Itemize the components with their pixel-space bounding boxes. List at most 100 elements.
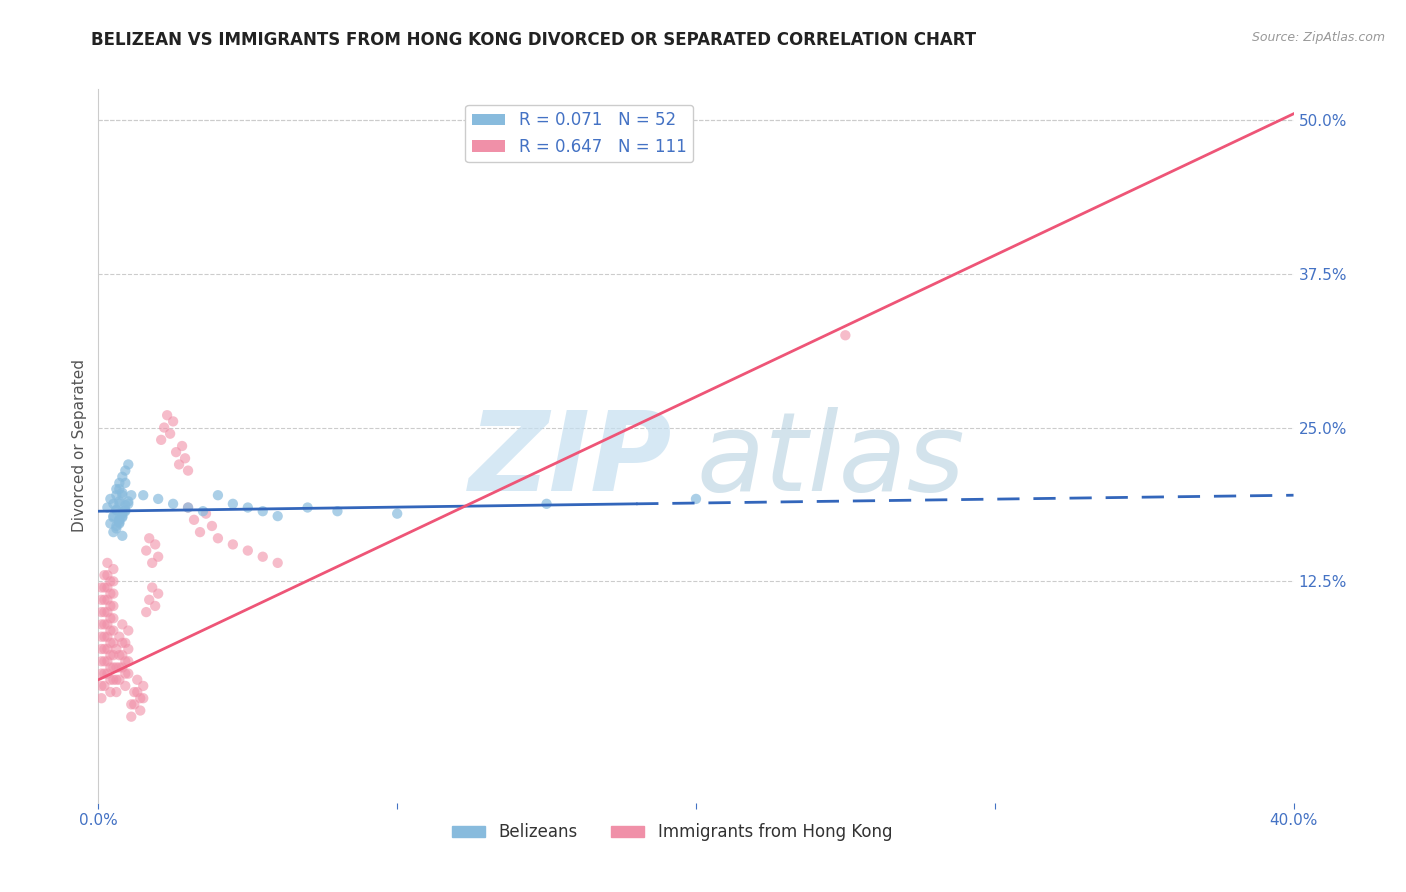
Point <box>103 599 125 613</box>
Point <box>90 642 112 657</box>
Point <box>385 507 409 521</box>
Point <box>108 475 131 490</box>
Point <box>177 464 200 478</box>
Point <box>111 636 134 650</box>
Point <box>105 482 128 496</box>
Point <box>162 497 184 511</box>
Point <box>105 642 128 657</box>
Point <box>90 605 112 619</box>
Point <box>834 328 856 343</box>
Point <box>108 482 131 496</box>
Point <box>117 494 139 508</box>
Point <box>132 679 155 693</box>
Point <box>96 617 118 632</box>
Point <box>90 630 112 644</box>
Point <box>177 500 200 515</box>
Point <box>267 556 290 570</box>
Point <box>201 519 224 533</box>
Point <box>114 498 136 512</box>
Point <box>111 469 134 483</box>
Point <box>105 488 128 502</box>
Point <box>129 691 152 706</box>
Point <box>252 549 274 564</box>
Point <box>120 488 142 502</box>
Point <box>108 630 131 644</box>
Point <box>153 420 176 434</box>
Point <box>105 521 128 535</box>
Point <box>685 491 707 506</box>
Point <box>148 587 170 601</box>
Point <box>103 648 125 662</box>
Text: ZIP: ZIP <box>468 407 672 514</box>
Point <box>127 673 149 687</box>
Point <box>207 488 229 502</box>
Point <box>114 636 136 650</box>
Point <box>103 636 125 650</box>
Point <box>108 660 131 674</box>
Point <box>111 660 134 674</box>
Point <box>108 648 131 662</box>
Point <box>172 439 194 453</box>
Point <box>138 592 160 607</box>
Point <box>114 666 136 681</box>
Point <box>236 543 259 558</box>
Point <box>222 497 245 511</box>
Point <box>98 624 122 638</box>
Point <box>141 581 163 595</box>
Point <box>93 666 115 681</box>
Point <box>103 587 125 601</box>
Point <box>252 504 274 518</box>
Point <box>105 685 128 699</box>
Point <box>98 648 122 662</box>
Point <box>117 497 139 511</box>
Point <box>159 426 181 441</box>
Point <box>124 698 146 712</box>
Point <box>93 605 115 619</box>
Text: BELIZEAN VS IMMIGRANTS FROM HONG KONG DIVORCED OR SEPARATED CORRELATION CHART: BELIZEAN VS IMMIGRANTS FROM HONG KONG DI… <box>91 31 977 49</box>
Point <box>127 685 149 699</box>
Point <box>98 587 122 601</box>
Point <box>105 519 128 533</box>
Point <box>103 510 125 524</box>
Point <box>96 630 118 644</box>
Point <box>96 500 118 515</box>
Point <box>93 568 115 582</box>
Legend: Belizeans, Immigrants from Hong Kong: Belizeans, Immigrants from Hong Kong <box>446 817 898 848</box>
Point <box>111 529 134 543</box>
Point <box>98 599 122 613</box>
Point <box>177 500 200 515</box>
Point <box>167 458 190 472</box>
Point <box>93 679 115 693</box>
Point <box>98 685 122 699</box>
Text: atlas: atlas <box>696 407 965 514</box>
Point <box>98 611 122 625</box>
Point <box>105 660 128 674</box>
Point <box>267 509 290 524</box>
Point <box>114 503 136 517</box>
Point <box>103 611 125 625</box>
Point <box>98 491 122 506</box>
Point <box>183 513 205 527</box>
Point <box>108 497 131 511</box>
Point <box>111 648 134 662</box>
Point <box>90 679 112 693</box>
Point <box>207 531 229 545</box>
Point <box>90 691 112 706</box>
Point <box>96 654 118 668</box>
Point <box>103 562 125 576</box>
Point <box>93 630 115 644</box>
Point <box>114 654 136 668</box>
Point <box>111 510 134 524</box>
Point <box>129 704 152 718</box>
Point <box>108 516 131 531</box>
Point <box>150 433 173 447</box>
Point <box>105 673 128 687</box>
Point <box>156 409 179 423</box>
Point <box>114 679 136 693</box>
Point <box>114 475 136 490</box>
Point <box>93 617 115 632</box>
Point <box>148 549 170 564</box>
Point <box>90 666 112 681</box>
Point <box>96 592 118 607</box>
Point <box>536 497 558 511</box>
